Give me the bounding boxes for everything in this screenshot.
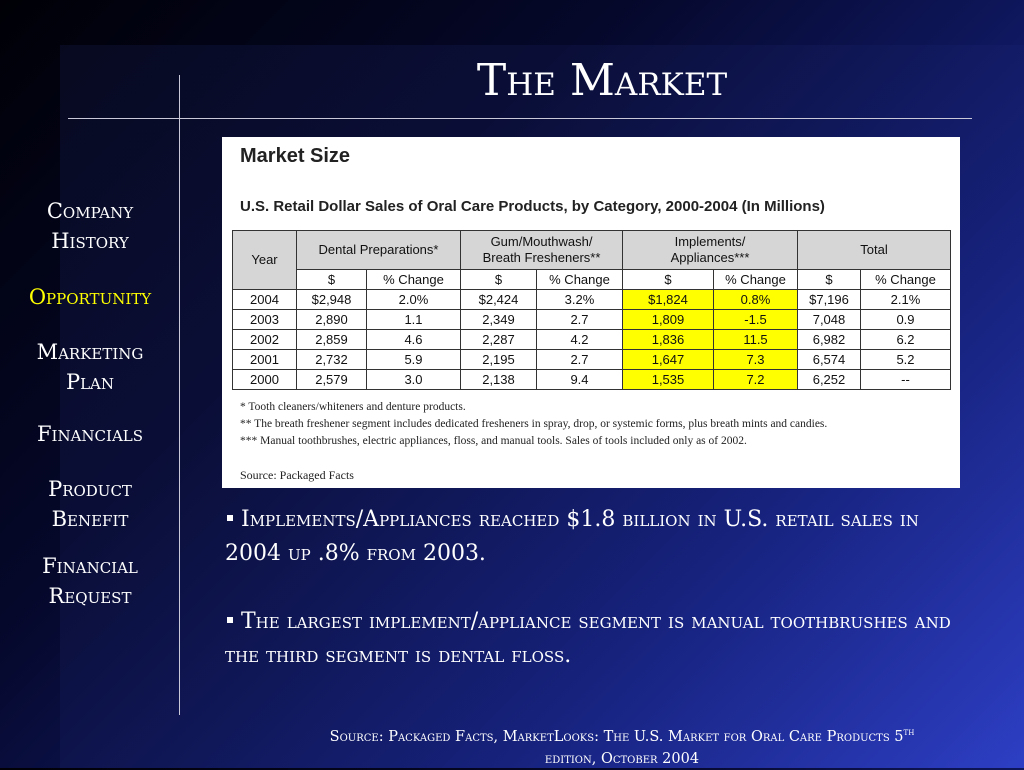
subheader: % Change xyxy=(860,269,951,290)
subheader: % Change xyxy=(536,269,623,290)
cell: 6,982 xyxy=(797,329,861,350)
cell: 0.9 xyxy=(860,309,951,330)
data-row: 2000 2,579 3.0 2,138 9.4 1,535 7.2 6,252 -- xyxy=(232,369,951,390)
divider-horizontal xyxy=(68,118,972,119)
source-text: Source: Packaged Facts, MarketLooks: The… xyxy=(329,728,904,745)
cell: 4.2 xyxy=(536,329,623,350)
subheader: $ xyxy=(622,269,714,290)
cell: 2.0% xyxy=(366,289,461,310)
cell: 1,809 xyxy=(622,309,714,330)
cell: 9.4 xyxy=(536,369,623,390)
footer-source: Source: Packaged Facts, MarketLooks: The… xyxy=(222,722,1022,770)
source-sup: th xyxy=(903,727,915,738)
slide-title: The Market xyxy=(476,55,728,106)
data-row: 2003 2,890 1.1 2,349 2.7 1,809 -1.5 7,048 0.9 xyxy=(232,309,951,330)
cell: 1,535 xyxy=(622,369,714,390)
subheader-row: $% Change $% Change $% Change $% Change xyxy=(233,269,951,290)
cell: 1,647 xyxy=(622,349,714,370)
cell: 6,252 xyxy=(797,369,861,390)
nav-item: Opportunity xyxy=(28,285,152,309)
cell: 5.2 xyxy=(860,349,951,370)
group-header: Gum/Mouthwash/ Breath Fresheners** xyxy=(460,230,623,270)
header-row: Year Dental Preparations* Gum/Mouthwash/ B… xyxy=(232,230,951,290)
data-row: 2002 2,859 4.6 2,287 4.2 1,836 11.5 6,982 6.2 xyxy=(232,329,951,350)
cell: 2,890 xyxy=(296,309,367,330)
cell: 2,195 xyxy=(460,349,537,370)
group-header: Dental Preparations* xyxy=(296,230,461,270)
subheader: % Change xyxy=(366,269,461,290)
source-rest: edition, October 2004 xyxy=(544,750,700,767)
nav-item: Marketing Plan xyxy=(36,340,144,394)
market-table: Year Dental Preparations* Gum/Mouthwash/ B… xyxy=(232,230,951,390)
cell: 2.7 xyxy=(536,349,623,370)
table-source: Source: Packaged Facts xyxy=(240,468,354,482)
group-header: Year xyxy=(232,230,297,290)
cell: 2,287 xyxy=(460,329,537,350)
cell: 0.8% xyxy=(713,289,798,310)
cell: -1.5 xyxy=(713,309,798,330)
cell: 7,048 xyxy=(797,309,861,330)
note: * Tooth cleaners/whiteners and denture p… xyxy=(240,401,466,413)
cell: -- xyxy=(860,369,951,390)
subheader: $ xyxy=(797,269,861,290)
table-heading: Market Size xyxy=(240,145,351,167)
cell: 11.5 xyxy=(713,329,798,350)
cell: 3.2% xyxy=(536,289,623,310)
cell: 2,732 xyxy=(296,349,367,370)
cell: $2,424 xyxy=(460,289,537,310)
cell: 2003 xyxy=(232,309,297,330)
cell: 3.0 xyxy=(366,369,461,390)
cell: 4.6 xyxy=(366,329,461,350)
cell: 2,859 xyxy=(296,329,367,350)
nav-item: Product Benefit xyxy=(48,477,132,531)
cell: 5.9 xyxy=(366,349,461,370)
cell: $7,196 xyxy=(797,289,861,310)
cell: 2,138 xyxy=(460,369,537,390)
group-header: Total xyxy=(797,230,951,270)
cell: $2,948 xyxy=(296,289,367,310)
cell: 2002 xyxy=(232,329,297,350)
cell: 1.1 xyxy=(366,309,461,330)
data-row: 2004 $2,948 2.0% $2,424 3.2% $1,824 0.8% $7,196… xyxy=(232,289,951,310)
cell: 7.2 xyxy=(713,369,798,390)
table-notes: * Tooth cleaners/whiteners and denture p… xyxy=(240,399,827,450)
note: *** Manual toothbrushes, electric applia… xyxy=(240,435,747,447)
nav-item: Financial Request xyxy=(42,554,138,608)
bullet: The largest implement/appliance segment … xyxy=(225,605,965,673)
data-row: 2001 2,732 5.9 2,195 2.7 1,647 7.3 6,574 5.2 xyxy=(232,349,951,370)
cell: 6.2 xyxy=(860,329,951,350)
note: ** The breath freshener segment includes… xyxy=(240,418,828,430)
nav-item: Company History xyxy=(46,199,134,253)
cell: 6,574 xyxy=(797,349,861,370)
cell: 1,836 xyxy=(622,329,714,350)
table-caption: U.S. Retail Dollar Sales of Oral Care Pr… xyxy=(240,198,825,215)
cell: 2.1% xyxy=(860,289,951,310)
cell: 2001 xyxy=(232,349,297,370)
cell: 2,579 xyxy=(296,369,367,390)
cell: 2000 xyxy=(232,369,297,390)
cell: 2004 xyxy=(232,289,297,310)
subheader: $ xyxy=(460,269,537,290)
bullet: Implements/Appliances reached $1.8 billi… xyxy=(225,503,965,571)
group-header: Implements/ Appliances*** xyxy=(622,230,798,270)
subheader: % Change xyxy=(713,269,798,290)
cell: 2,349 xyxy=(460,309,537,330)
cell: 2.7 xyxy=(536,309,623,330)
cell: 7.3 xyxy=(713,349,798,370)
divider-vertical xyxy=(179,75,180,715)
cell: $1,824 xyxy=(622,289,714,310)
nav-item: Financials xyxy=(36,422,144,446)
table-panel: Market Size U.S. Retail Dollar Sales of … xyxy=(222,137,960,488)
subheader: $ xyxy=(296,269,367,290)
